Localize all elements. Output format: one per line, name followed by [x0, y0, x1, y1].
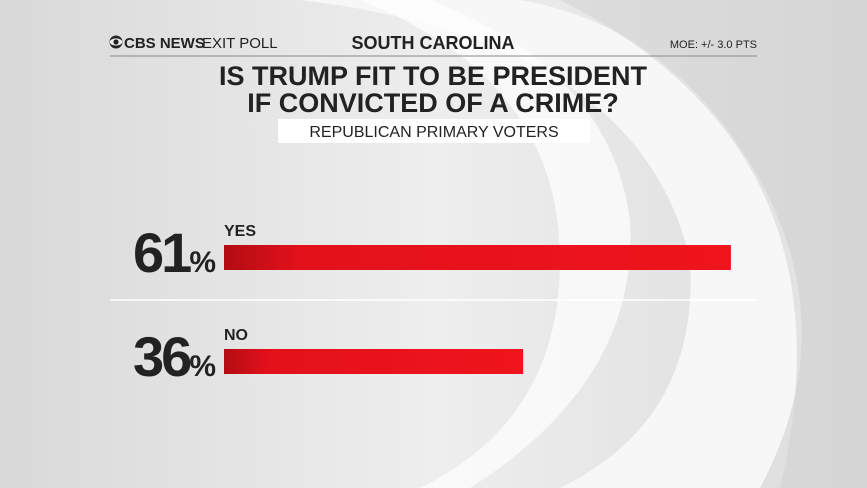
value-label: 36% [133, 325, 216, 388]
category-label: YES [224, 223, 256, 240]
value-label: 61% [133, 221, 216, 284]
subtitle: REPUBLICAN PRIMARY VOTERS [309, 124, 558, 141]
subtitle-box [278, 119, 590, 143]
title-line: IF CONVICTED OF A CRIME? [247, 88, 619, 118]
brand: CBS NEWS [124, 35, 205, 52]
swoosh [300, 0, 802, 488]
title-line: IS TRUMP FIT TO BE PRESIDENT [219, 61, 648, 91]
cbs-eye [109, 35, 123, 49]
swoosh [560, 0, 867, 488]
bar [224, 245, 731, 270]
note: MOE: +/- 3.0 PTS [670, 39, 757, 51]
category-label: NO [224, 327, 248, 344]
header: SOUTH CAROLINA [352, 33, 515, 53]
brand-label: EXIT POLL [202, 35, 278, 52]
bar [224, 349, 524, 374]
